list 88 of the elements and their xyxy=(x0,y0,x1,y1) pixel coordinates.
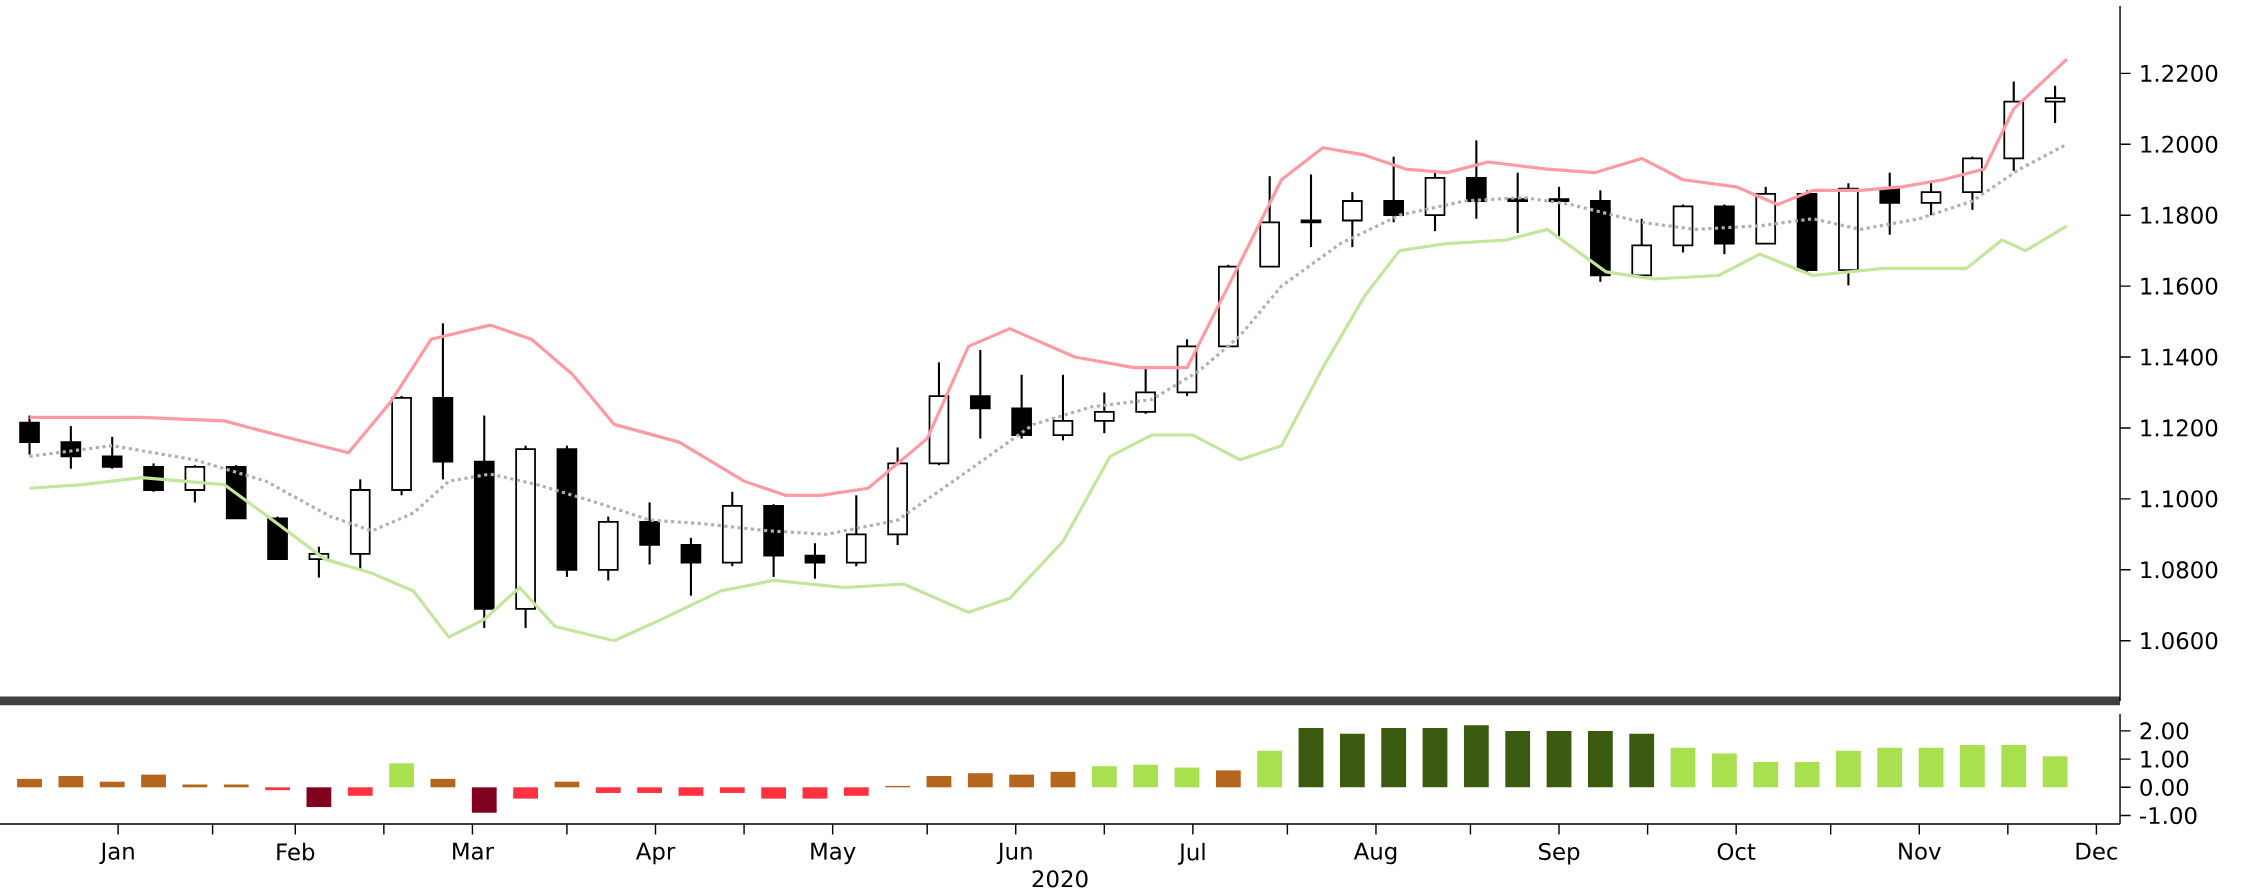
bar xyxy=(2001,745,2027,788)
candlestick xyxy=(19,414,40,456)
bar xyxy=(1918,747,1944,788)
bar xyxy=(1587,730,1613,788)
bar xyxy=(1381,728,1407,788)
bar xyxy=(1711,753,1737,788)
bar xyxy=(1339,733,1365,788)
bar xyxy=(1629,733,1655,788)
bar xyxy=(1298,728,1324,788)
x-tick-label: Apr xyxy=(635,842,676,865)
bar xyxy=(1009,774,1035,788)
x-tick-label: Oct xyxy=(1717,842,1756,861)
candlestick xyxy=(1093,391,1115,435)
bar xyxy=(802,787,828,799)
x-tick-label: Jun xyxy=(996,842,1032,865)
bar xyxy=(967,773,993,788)
bar xyxy=(595,787,621,793)
candlestick xyxy=(1466,139,1487,220)
bar xyxy=(637,787,662,793)
y-tick-label: 1.1200 xyxy=(2141,419,2218,437)
x-tick-label: Nov xyxy=(1899,842,1941,860)
candlestick xyxy=(804,542,826,580)
y-tick-label: 1.2000 xyxy=(2141,135,2218,153)
bar xyxy=(1091,766,1117,788)
bar xyxy=(926,776,952,788)
bar xyxy=(265,787,290,791)
bar xyxy=(17,778,42,788)
bar xyxy=(141,774,166,788)
y-tick-label: 0.00 xyxy=(2140,778,2189,796)
bar xyxy=(471,787,497,813)
x-tick-label: Aug xyxy=(1353,842,1397,865)
bar xyxy=(1960,745,1985,788)
candlestick xyxy=(1507,171,1529,234)
candlestick xyxy=(101,435,123,470)
y-tick-label: 1.0600 xyxy=(2141,632,2218,650)
x-tick-label: Sep xyxy=(1538,842,1580,865)
y-tick-label: 1.1800 xyxy=(2141,206,2218,224)
candlestick xyxy=(1342,191,1363,249)
bar xyxy=(1546,730,1572,788)
candlestick xyxy=(680,536,702,597)
bar xyxy=(1174,767,1200,788)
bar xyxy=(843,787,869,796)
y-tick-label: 1.00 xyxy=(2141,750,2189,768)
bar xyxy=(719,787,745,793)
candlestick xyxy=(2044,84,2066,125)
candlestick xyxy=(1383,155,1405,224)
bar xyxy=(1836,750,1861,788)
y-tick-label: -1.00 xyxy=(2140,806,2197,825)
x-tick-label: Dec xyxy=(2076,842,2118,860)
bar xyxy=(430,778,456,788)
bar xyxy=(1670,747,1696,788)
candlestick xyxy=(1920,180,1942,217)
candlestick xyxy=(969,348,991,440)
bar xyxy=(761,787,787,799)
x-tick-label: Feb xyxy=(277,842,315,861)
bar xyxy=(1422,728,1448,788)
line-series xyxy=(27,224,2069,643)
bar xyxy=(2042,756,2068,788)
line-series xyxy=(27,57,2069,497)
bar xyxy=(58,776,84,788)
bar xyxy=(306,787,332,808)
bar xyxy=(1877,747,1903,788)
y-tick-label: 1.1400 xyxy=(2141,348,2218,366)
bar xyxy=(1794,761,1820,788)
bar xyxy=(678,787,704,796)
x-tick-label: Jul xyxy=(1177,842,1205,865)
x-axis-title: 2020 xyxy=(1032,870,1088,888)
candlestick xyxy=(1879,171,1901,236)
bar xyxy=(513,787,538,799)
bar xyxy=(1505,730,1531,788)
candlestick xyxy=(639,501,660,566)
x-tick-label: May xyxy=(811,842,856,865)
bar xyxy=(1257,750,1283,788)
x-tick-label: Jan xyxy=(99,842,134,865)
bar xyxy=(1463,725,1489,788)
y-tick-label: 2.00 xyxy=(2140,722,2189,740)
bar xyxy=(1753,761,1779,788)
y-tick-label: 1.2200 xyxy=(2141,64,2218,82)
bar xyxy=(1133,764,1159,788)
y-tick-label: 1.1000 xyxy=(2141,490,2218,508)
bar xyxy=(347,787,373,796)
y-tick-label: 1.1600 xyxy=(2141,277,2218,295)
x-tick-label: Mar xyxy=(453,842,494,860)
y-tick-label: 1.0800 xyxy=(2141,561,2218,579)
bar xyxy=(1050,771,1076,788)
candlestick xyxy=(1052,373,1074,442)
bar xyxy=(389,763,414,788)
bar xyxy=(1215,770,1241,788)
